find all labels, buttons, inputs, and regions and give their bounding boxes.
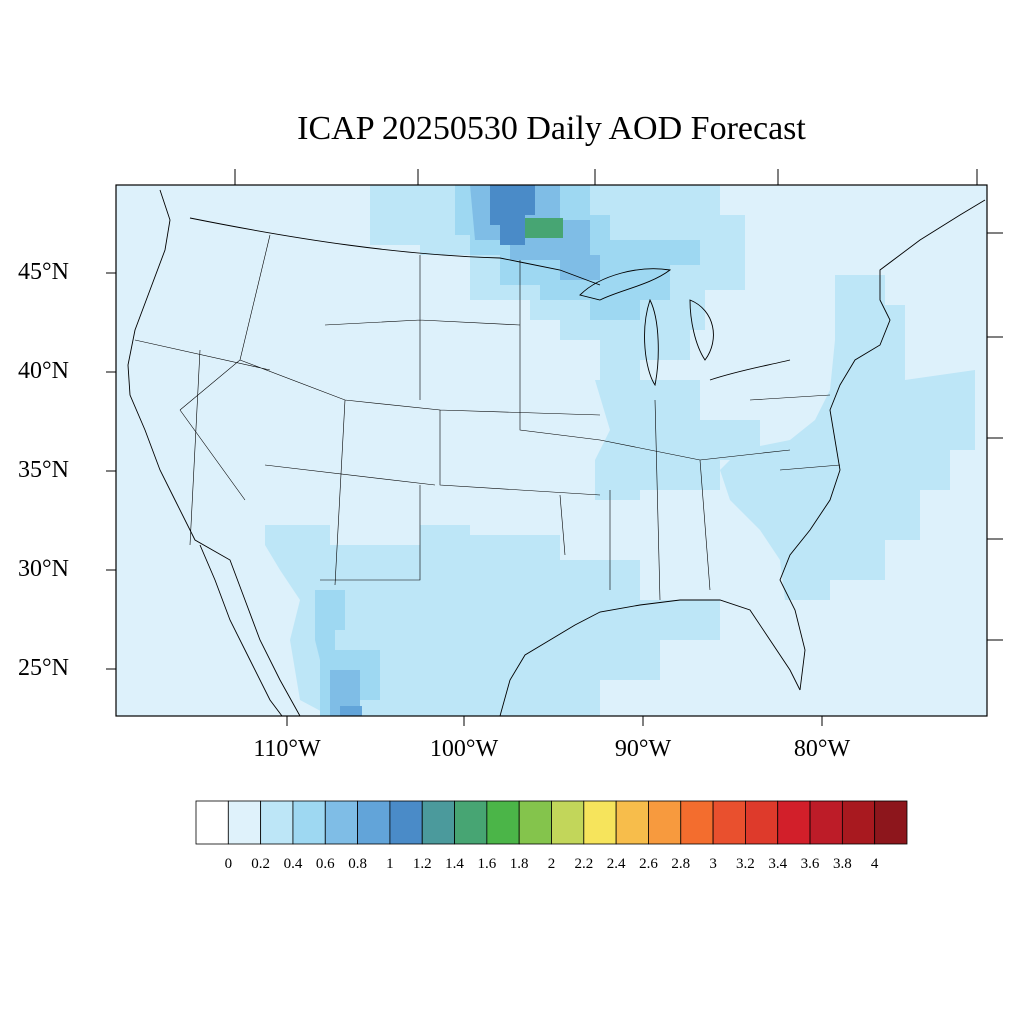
lake-huron [689, 299, 714, 361]
colorbar-label: 0.2 [251, 856, 270, 872]
colorbar-swatch [809, 800, 843, 845]
lat-label: 30°N [18, 556, 69, 582]
colorbar-label: 2.6 [639, 856, 658, 872]
lake-superior [579, 268, 672, 301]
colorbar-label: 1 [386, 856, 394, 872]
coast-baja [199, 544, 283, 717]
colorbar-swatch [841, 800, 876, 845]
colorbar-label: 1.4 [445, 856, 464, 872]
lat-label: 40°N [18, 358, 69, 384]
coast-west [127, 189, 301, 717]
lake-michigan [644, 298, 659, 387]
aod-region-midwest [595, 380, 760, 500]
aod-field [265, 185, 975, 716]
colorbar-swatch [648, 800, 682, 845]
lon-label: 80°W [793, 736, 851, 762]
coast-atlantic [779, 199, 986, 691]
colorbar-swatch [195, 800, 229, 845]
colorbar-swatch [292, 800, 326, 845]
colorbar-label: 3 [709, 856, 717, 872]
aod-region-mexico-high [330, 670, 360, 716]
aod-colorbar [195, 800, 908, 845]
lat-label: 45°N [18, 259, 69, 285]
colorbar-swatch [615, 800, 649, 845]
map-title: ICAP 20250530 Daily AOD Forecast [297, 110, 806, 147]
aod-region-north-peak [490, 185, 535, 245]
colorbar-swatch [680, 800, 714, 845]
colorbar-label: 0.4 [283, 856, 303, 872]
colorbar-label: 3.6 [800, 856, 820, 872]
colorbar-swatch [712, 800, 746, 845]
lat-label: 35°N [18, 457, 69, 483]
colorbar-label: 3.2 [736, 856, 755, 872]
lon-label: 90°W [614, 736, 672, 762]
aod-cell-mexico-peak [340, 706, 362, 716]
lon-label: 100°W [429, 736, 499, 762]
colorbar-swatch [777, 800, 811, 845]
colorbar-label: 2.8 [671, 856, 691, 872]
colorbar-swatch [260, 800, 294, 845]
colorbar-swatch [324, 800, 358, 845]
colorbar-swatch [227, 800, 262, 845]
colorbar-swatch [486, 800, 520, 845]
coast-gulf [499, 599, 801, 717]
map-frame [115, 184, 988, 717]
colorbar-swatch [583, 800, 617, 845]
colorbar-label: 1.2 [412, 856, 432, 872]
lake-erie [709, 359, 791, 381]
colorbar-swatch [421, 800, 455, 845]
colorbar-label: 0.6 [315, 856, 335, 872]
colorbar-swatch [874, 800, 908, 845]
colorbar-label: 3.8 [832, 856, 852, 872]
colorbar-swatch [551, 800, 585, 845]
aod-region-east-coast [720, 275, 975, 600]
colorbar-label: 1.6 [477, 856, 497, 872]
colorbar-label: 3.4 [768, 856, 788, 872]
colorbar-label: 2.4 [606, 856, 626, 872]
lon-label: 110°W [253, 736, 321, 762]
colorbar-label: 0 [224, 856, 233, 872]
colorbar-swatch [745, 800, 779, 845]
colorbar-label: 2 [547, 856, 556, 872]
colorbar-swatch [357, 800, 391, 845]
colorbar-swatch [454, 800, 488, 845]
colorbar-label: 0.8 [348, 856, 367, 872]
colorbar-label: 1.8 [509, 856, 529, 872]
colorbar-swatch [518, 800, 552, 845]
coastlines-and-borders [127, 189, 986, 717]
colorbar-swatch [389, 800, 423, 845]
border-us-canada [189, 217, 601, 286]
colorbar-label: 2.2 [574, 856, 594, 872]
colorbar-label: 4 [870, 856, 879, 872]
map-ticks [106, 169, 1003, 726]
state-lines [134, 234, 841, 601]
lat-label: 25°N [18, 655, 69, 681]
aod-cell-peak [525, 218, 563, 238]
